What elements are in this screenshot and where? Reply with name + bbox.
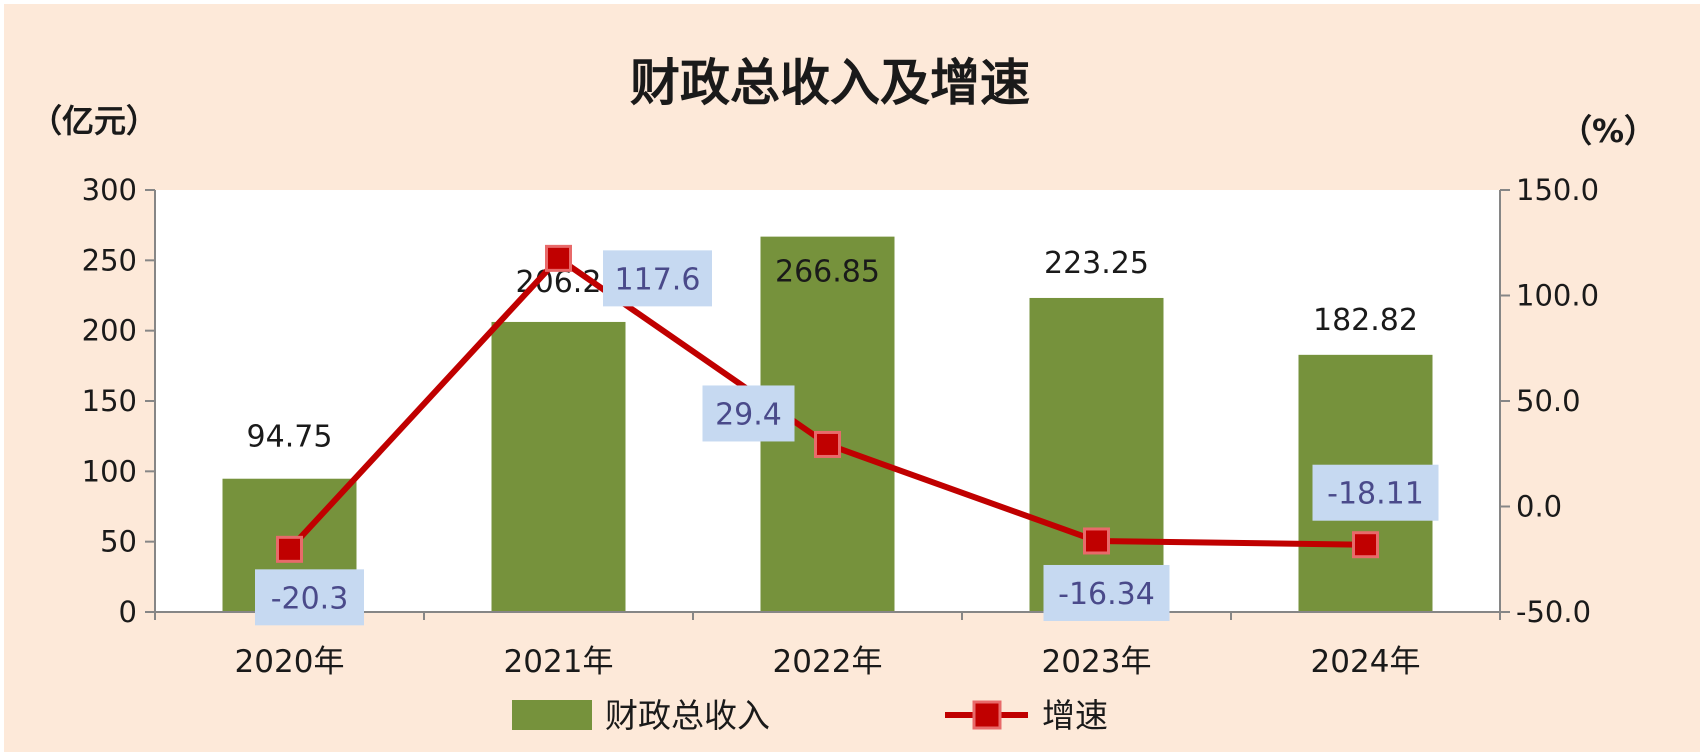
rate-label-1: -20.3 — [271, 581, 349, 616]
right-tick-label: 150.0 — [1516, 173, 1599, 207]
left-tick-label: 250 — [82, 243, 137, 277]
right-axis-ticks: -50.0 0.0 50.0 100.0 150.0 — [1500, 173, 1599, 629]
axes — [154, 190, 1501, 613]
legend-label-revenue: 财政总收入 — [605, 696, 770, 735]
right-tick-label: 0.0 — [1516, 490, 1562, 524]
legend-swatch-rate-marker — [972, 700, 1002, 730]
left-tick-label: 200 — [82, 314, 137, 348]
rate-label-box-1 — [255, 569, 364, 626]
rate-label-5: -18.11 — [1327, 477, 1424, 512]
rate-label-box-4 — [1043, 564, 1170, 621]
bar-label-3: 266.85 — [775, 255, 880, 290]
legend-swatch-revenue — [512, 700, 592, 730]
rate-marker-4 — [1083, 527, 1110, 555]
left-axis-ticks: 0 50 100 150 200 250 300 — [82, 173, 155, 629]
rate-labels: -20.3 117.6 29.4 -16.34 -18.11 — [255, 250, 1439, 626]
right-tick-label: 100.0 — [1516, 279, 1599, 313]
rate-marker-2 — [545, 244, 572, 272]
right-tick-label: 50.0 — [1516, 384, 1581, 418]
bar-4 — [1029, 297, 1164, 612]
left-tick-label: 300 — [82, 173, 137, 207]
rate-label-3: 29.4 — [715, 397, 782, 432]
rate-label-box-3 — [702, 385, 795, 442]
left-tick-label: 50 — [100, 525, 137, 559]
rate-marker-5 — [1352, 531, 1379, 559]
bar-label-5: 182.82 — [1313, 303, 1418, 338]
x-tick-label-5: 2024年 — [1311, 644, 1421, 680]
left-tick-label: 100 — [82, 454, 137, 488]
left-tick-label: 0 — [119, 595, 137, 629]
x-tick-label-4: 2023年 — [1042, 644, 1152, 680]
left-tick-label: 150 — [82, 384, 137, 418]
rate-marker-1 — [276, 535, 303, 563]
rate-line — [276, 244, 1379, 563]
x-tick-label-3: 2022年 — [773, 644, 883, 680]
right-axis-unit: （%） — [1560, 112, 1656, 150]
bar-label-1: 94.75 — [247, 420, 333, 455]
right-tick-label: -50.0 — [1516, 595, 1591, 629]
bar-2 — [491, 321, 626, 612]
x-axis-ticks: 2020年 2021年 2022年 2023年 2024年 — [154, 612, 1501, 680]
legend: 财政总收入 增速 — [512, 696, 1108, 735]
rate-marker-3 — [814, 430, 841, 458]
rate-label-box-5 — [1312, 464, 1439, 521]
rate-label-4: -16.34 — [1058, 577, 1155, 612]
rate-label-box-2 — [603, 250, 712, 307]
chart-title: 财政总收入及增速 — [630, 54, 1030, 112]
left-axis-unit: （亿元） — [30, 102, 158, 140]
legend-label-rate: 增速 — [1042, 696, 1108, 735]
x-tick-label-2: 2021年 — [504, 644, 614, 680]
x-tick-label-1: 2020年 — [235, 644, 345, 680]
bar-label-4: 223.25 — [1044, 246, 1149, 281]
rate-label-2: 117.6 — [615, 262, 701, 297]
